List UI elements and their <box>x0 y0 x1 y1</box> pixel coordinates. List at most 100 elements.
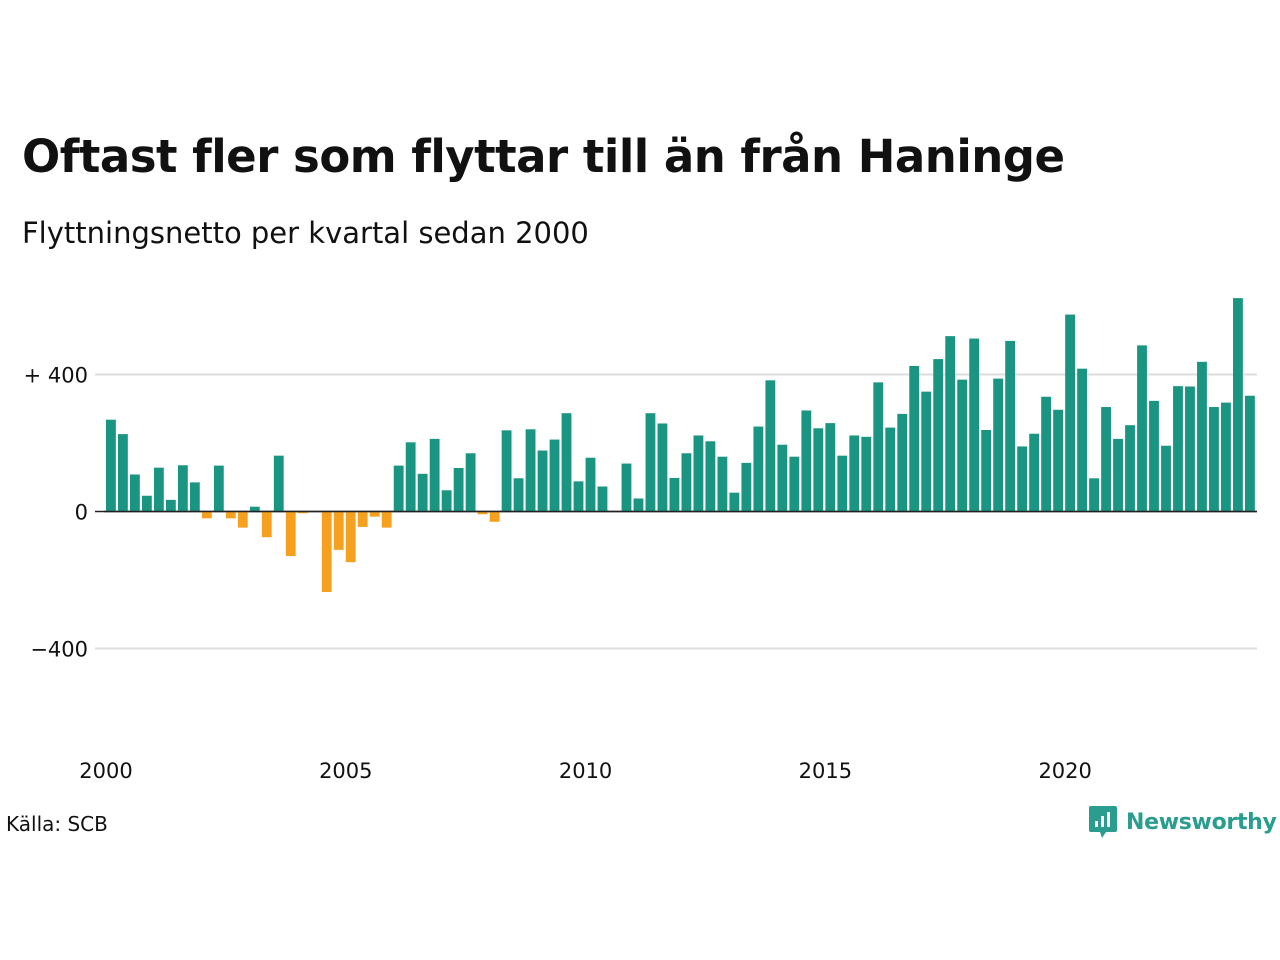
bar <box>369 511 380 517</box>
y-tick-label: + 400 <box>24 364 88 388</box>
bar <box>1053 409 1064 512</box>
bar <box>741 462 752 512</box>
bar <box>537 450 548 512</box>
bar <box>249 506 260 512</box>
bar <box>633 498 644 512</box>
bar <box>1233 298 1243 512</box>
bar <box>513 478 524 512</box>
x-tick-label: 2015 <box>799 759 852 783</box>
bar <box>813 428 824 512</box>
bar <box>549 439 560 512</box>
bar <box>405 442 416 512</box>
x-tick-label: 2000 <box>79 759 132 783</box>
bar <box>693 435 704 512</box>
bar <box>106 419 116 512</box>
bar <box>1125 425 1135 512</box>
bar <box>177 465 188 512</box>
bar <box>393 465 404 512</box>
bar <box>849 435 860 512</box>
newsworthy-logo-icon <box>1089 806 1117 838</box>
y-tick-label: 0 <box>75 501 88 525</box>
brand-logo: Newsworthy <box>1088 804 1277 840</box>
bar <box>117 434 128 512</box>
bar <box>381 511 392 528</box>
bar <box>1197 361 1207 512</box>
bar <box>165 499 176 512</box>
bar <box>765 380 776 512</box>
bar <box>885 427 896 512</box>
bar <box>321 511 332 592</box>
bar <box>1041 396 1052 512</box>
bar <box>1149 400 1159 512</box>
bar <box>957 379 968 512</box>
bar <box>477 511 488 515</box>
chart-title: Oftast fler som flyttar till än från Han… <box>22 130 1065 183</box>
bar <box>729 492 740 512</box>
x-tick-label: 2005 <box>319 759 372 783</box>
bar <box>1245 395 1255 512</box>
bar <box>129 474 140 512</box>
bar <box>1173 386 1183 512</box>
bar <box>981 429 992 512</box>
bar <box>465 453 476 512</box>
bar <box>441 490 452 512</box>
bar <box>645 413 656 512</box>
bar <box>1161 445 1171 512</box>
bar <box>153 467 164 512</box>
source-note: Källa: SCB <box>6 812 108 836</box>
x-tick-label: 2020 <box>1038 759 1091 783</box>
bar <box>993 378 1004 512</box>
bar <box>285 511 296 557</box>
bar <box>657 423 668 512</box>
bar <box>1029 433 1040 512</box>
bar <box>921 391 932 512</box>
x-tick-label: 2010 <box>559 759 612 783</box>
bar <box>897 413 908 512</box>
bar <box>417 473 428 512</box>
bar <box>189 482 200 512</box>
bar <box>501 430 512 512</box>
bar <box>933 359 944 512</box>
bar <box>1209 407 1219 512</box>
bar <box>1017 446 1028 512</box>
net-migration-bar-chart: + 400 0 −400 2000 2005 2010 2015 2020 <box>24 298 1257 783</box>
bars <box>104 298 1257 592</box>
bar <box>213 465 224 512</box>
bar <box>333 511 344 550</box>
bar <box>873 382 884 512</box>
bar <box>669 477 680 512</box>
bar <box>357 511 368 527</box>
bar <box>777 444 788 512</box>
bar <box>1221 402 1231 512</box>
bar <box>945 336 956 512</box>
bar <box>237 511 248 528</box>
bar <box>861 436 872 512</box>
bar <box>1137 345 1147 512</box>
bar <box>825 423 836 512</box>
bar <box>561 413 572 512</box>
bar <box>717 456 728 512</box>
bar <box>585 457 596 512</box>
bar <box>1185 386 1195 512</box>
bar <box>837 455 848 512</box>
bar <box>1005 340 1016 512</box>
bar <box>453 468 464 512</box>
bar <box>801 410 812 512</box>
bar <box>261 511 272 538</box>
bar <box>789 456 800 512</box>
bar <box>1065 314 1075 512</box>
bar <box>909 365 920 512</box>
bar <box>969 338 980 512</box>
brand-name: Newsworthy <box>1126 809 1277 835</box>
bar <box>429 438 440 512</box>
bar <box>681 453 692 512</box>
bar <box>1077 368 1087 512</box>
bar <box>345 511 356 563</box>
bar <box>201 511 212 519</box>
chart-subtitle: Flyttningsnetto per kvartal sedan 2000 <box>22 216 589 250</box>
bar <box>597 486 608 512</box>
bar <box>225 511 236 519</box>
bar <box>753 426 764 512</box>
bar <box>525 429 536 512</box>
bar <box>1089 478 1099 512</box>
